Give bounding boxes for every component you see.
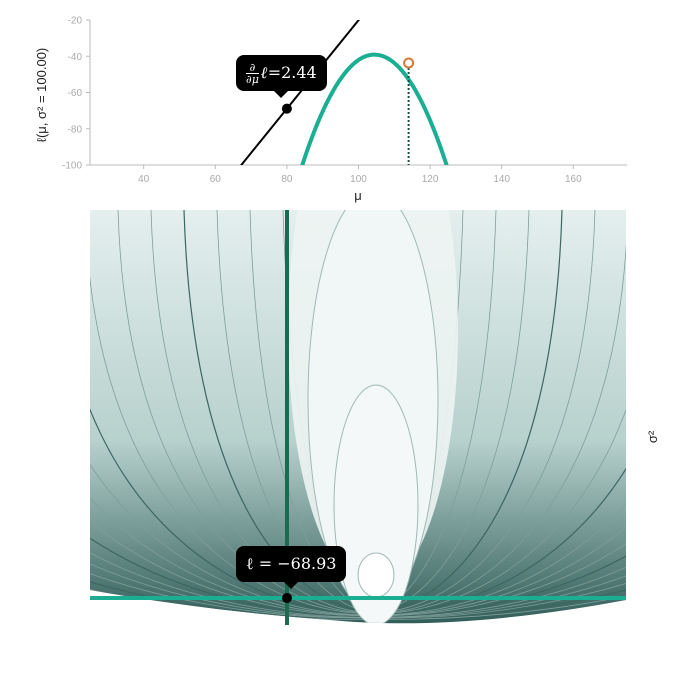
y-axis-ticks: -20 -40 -60 -80 -100 [62, 16, 90, 172]
x-tick-label: 100 [350, 174, 367, 185]
y-tick-label: -40 [68, 52, 83, 63]
x-tick-label: 140 [493, 174, 510, 185]
y-tick-label: -20 [68, 16, 83, 27]
loglik-chart: -20 -40 -60 -80 -100 40 60 80 100 120 140 160 ℓ(μ,… [34, 16, 627, 203]
derivative-fraction: ∂ ∂μ [246, 61, 259, 86]
y-tick-label: -80 [68, 124, 83, 135]
selected-point[interactable] [282, 593, 292, 603]
tangent-point[interactable] [281, 103, 292, 114]
loglik-curve [300, 52, 449, 165]
x-tick-label: 120 [422, 174, 439, 185]
x-axis-ticks: 40 60 80 100 120 140 160 [138, 165, 582, 185]
contour-region-4 [357, 552, 395, 598]
y-tick-label: -60 [68, 88, 83, 99]
x-tick-label: 80 [281, 174, 293, 185]
derivative-value: =2.44 [267, 63, 317, 82]
x-tick-label: 40 [138, 174, 150, 185]
y-axis-label: ℓ(μ, σ² = 100.00) [34, 48, 49, 143]
sigma-axis-label: σ² [645, 430, 660, 443]
marker-point[interactable] [403, 57, 415, 69]
x-tick-label: 160 [565, 174, 582, 185]
y-tick-label: -100 [62, 161, 82, 172]
x-axis-label: μ [354, 188, 362, 203]
loglik-tooltip: ℓ = −68.93 [236, 546, 347, 589]
tooltip-lhs: ℓ [260, 63, 268, 82]
contour-region-3 [333, 384, 419, 624]
x-tick-label: 60 [210, 174, 222, 185]
derivative-tooltip: ∂ ∂μ ℓ=2.44 [236, 55, 327, 98]
contour-chart: σ² [90, 210, 660, 625]
loglik-value: ℓ = −68.93 [246, 554, 337, 573]
